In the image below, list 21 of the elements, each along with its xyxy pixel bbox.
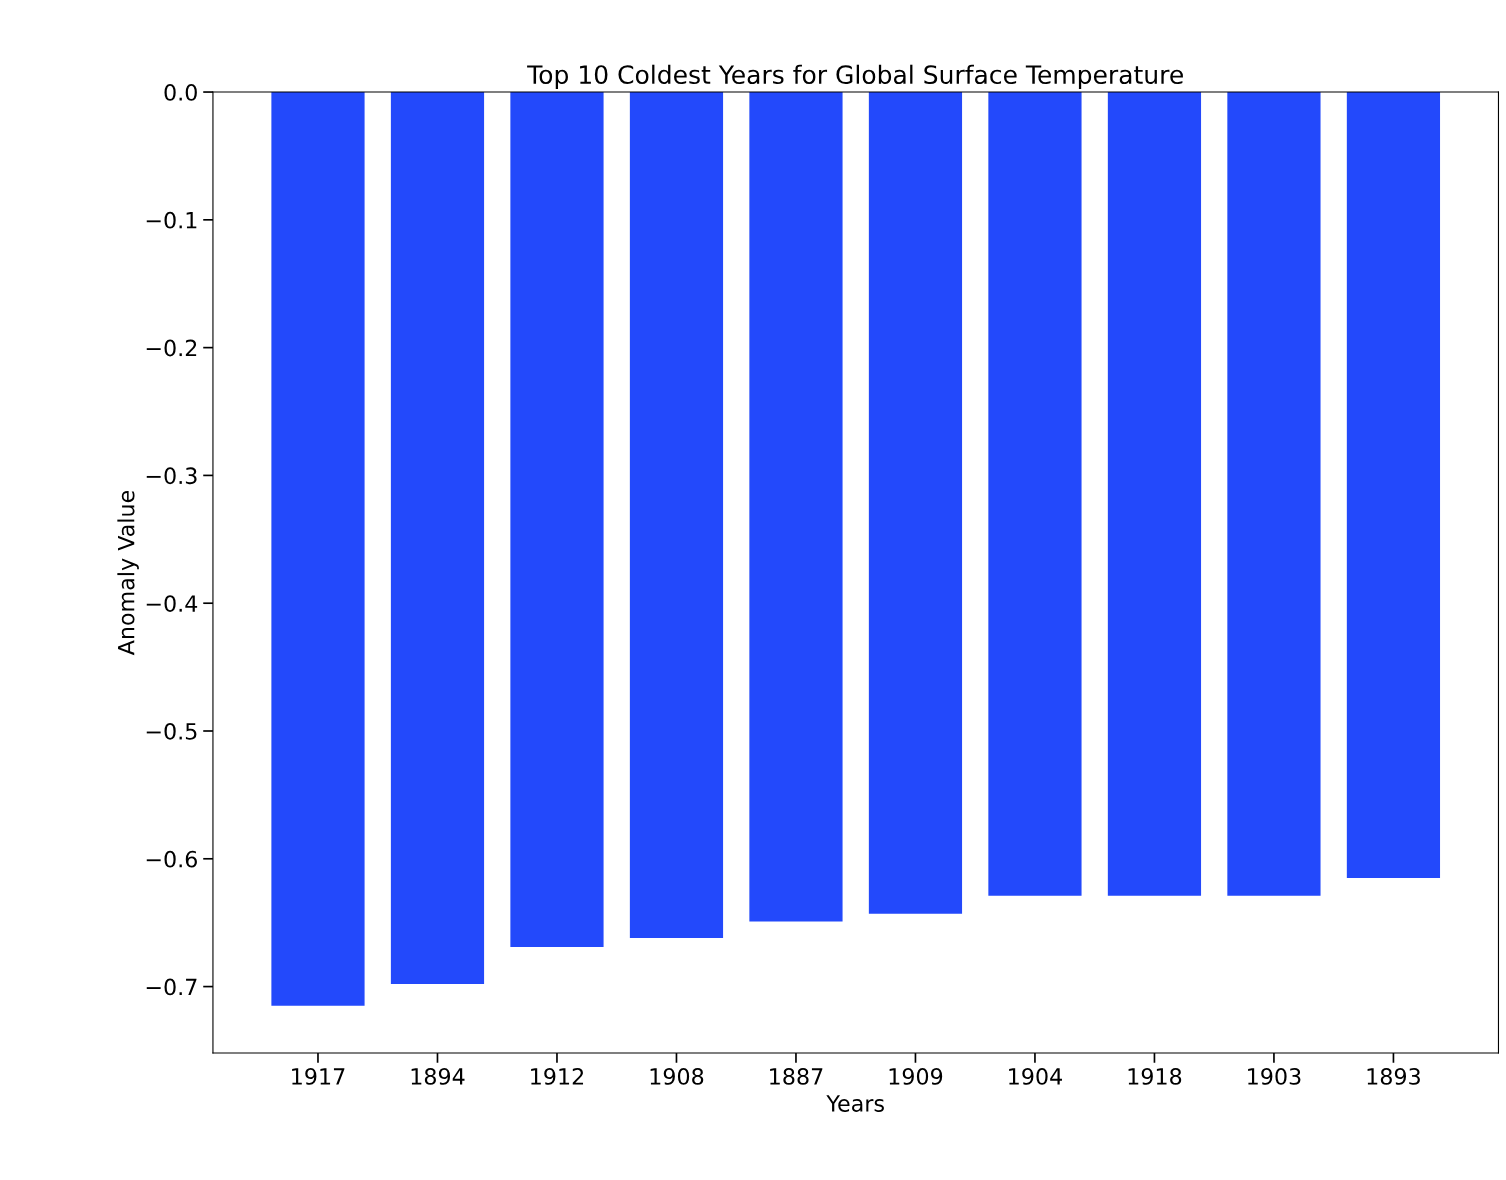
x-tick-label: 1894 — [411, 1068, 465, 1085]
x-tick-label: 1909 — [889, 1068, 943, 1085]
y-tick-label: −0.2 — [146, 339, 197, 357]
y-axis-title: Anomaly Value — [117, 490, 139, 656]
x-tick-label: 1912 — [531, 1068, 584, 1085]
y-tick-label: −0.6 — [146, 850, 197, 868]
y-tick-label: −0.1 — [146, 211, 197, 229]
x-tick-label: 1917 — [292, 1068, 345, 1085]
x-tick-label: 1904 — [1009, 1068, 1062, 1085]
x-axis-title: Years — [826, 1095, 884, 1112]
y-tick-label: −0.7 — [146, 978, 197, 996]
chart-title: Top 10 Coldest Years for Global Surface Temperature — [527, 64, 1183, 89]
x-tick-label: 1908 — [650, 1068, 704, 1085]
y-tick-label: 0.0 — [164, 83, 197, 101]
x-tick-label: 1918 — [1128, 1068, 1182, 1085]
y-tick-label: −0.5 — [146, 722, 197, 740]
y-tick-label: −0.3 — [146, 467, 197, 485]
x-tick-label: 1903 — [1248, 1068, 1301, 1085]
y-tick-label: −0.4 — [146, 595, 198, 612]
x-tick-label: 1887 — [770, 1068, 823, 1085]
x-tick-label: 1893 — [1367, 1068, 1420, 1085]
